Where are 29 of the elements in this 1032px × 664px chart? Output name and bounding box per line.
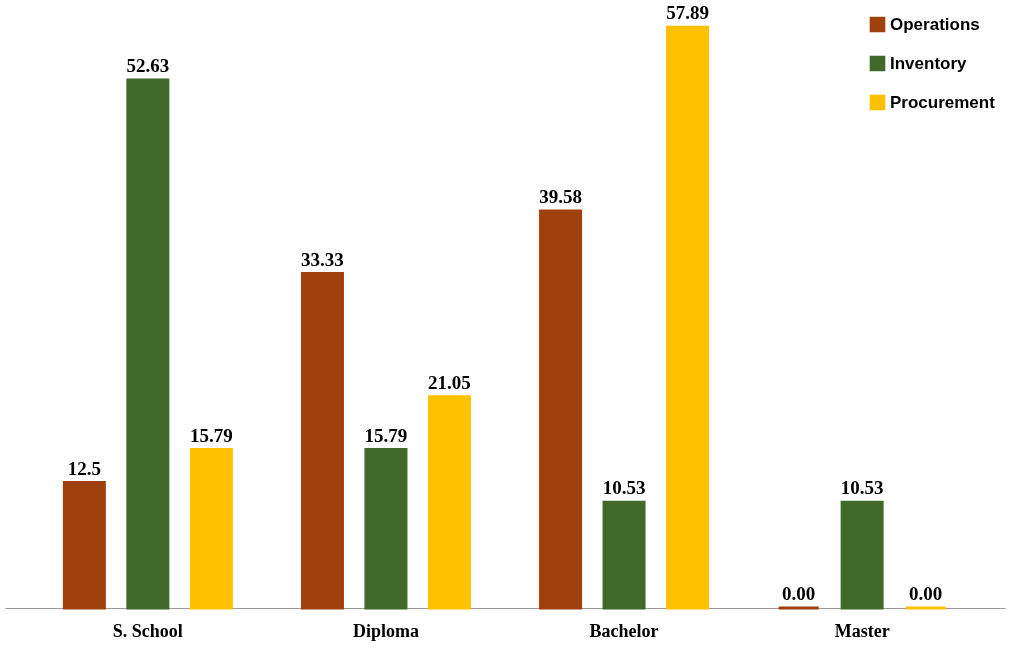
bar [364, 448, 408, 610]
bar [840, 500, 884, 610]
data-label: 52.63 [126, 54, 170, 76]
bar [427, 395, 471, 610]
x-tick-label: Bachelor [589, 620, 659, 641]
x-tick-label: Master [834, 620, 890, 641]
data-label: 57.89 [666, 2, 709, 24]
legend-label: Procurement [890, 92, 996, 112]
data-label: 21.05 [428, 371, 471, 393]
data-label: 15.79 [364, 424, 408, 446]
x-tick-label: Diploma [352, 620, 419, 641]
bar [602, 500, 646, 610]
data-label: 0.00 [782, 583, 816, 604]
legend-label: Operations [890, 14, 980, 34]
bar [666, 25, 710, 610]
bar [62, 481, 106, 610]
data-label: 10.53 [602, 477, 646, 499]
bar [126, 78, 170, 610]
data-label: 15.79 [189, 424, 233, 446]
bar [300, 272, 344, 610]
x-tick-label: S. School [112, 620, 183, 641]
legend-label: Inventory [890, 53, 968, 73]
data-label: 12.5 [67, 457, 101, 479]
data-label: 0.00 [909, 583, 943, 604]
bar [539, 209, 583, 610]
data-label: 10.53 [840, 477, 884, 499]
data-label: 39.58 [539, 185, 582, 207]
data-label: 33.33 [301, 248, 344, 270]
bar [189, 448, 233, 610]
